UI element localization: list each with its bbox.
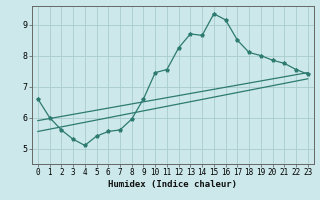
- X-axis label: Humidex (Indice chaleur): Humidex (Indice chaleur): [108, 180, 237, 189]
